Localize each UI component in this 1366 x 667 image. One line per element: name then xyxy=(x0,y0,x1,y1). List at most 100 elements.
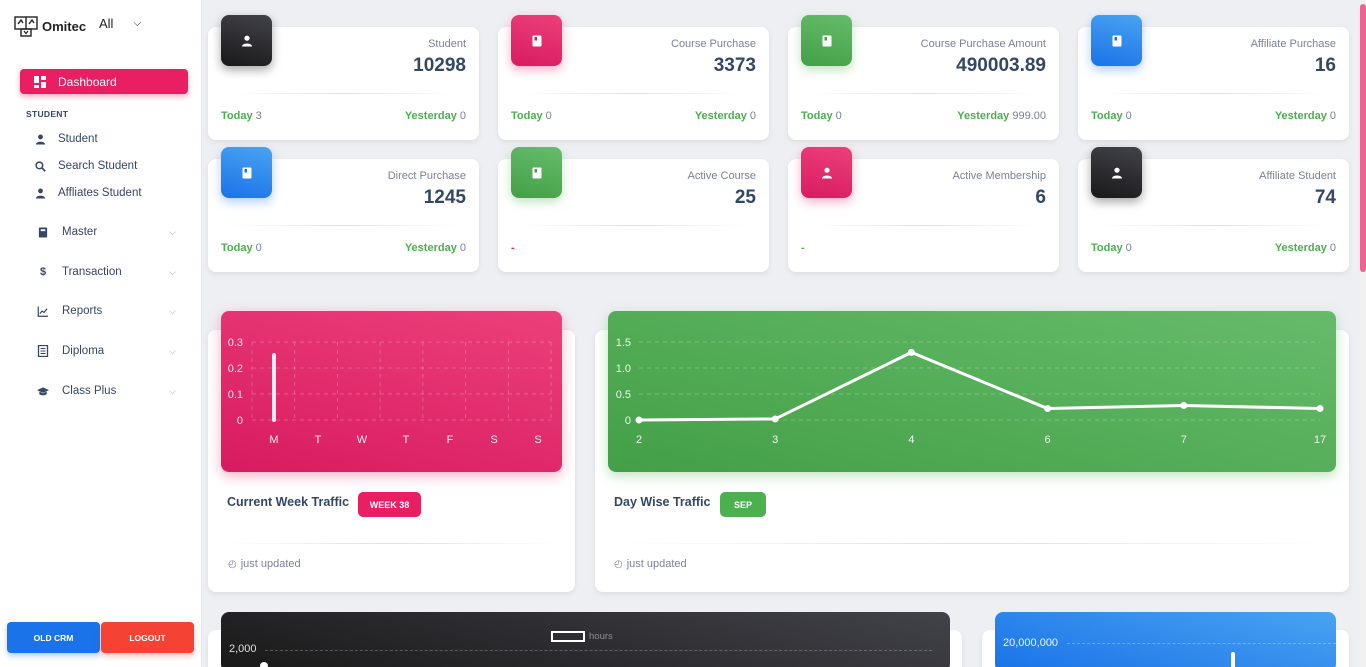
day-traffic-title: Day Wise Traffic xyxy=(614,495,711,509)
scrollbar[interactable] xyxy=(1360,0,1366,667)
graduation-cap-icon xyxy=(37,386,49,395)
sidebar-group-label: Reports xyxy=(62,305,103,317)
person-icon xyxy=(35,134,46,145)
stat-icon xyxy=(221,15,272,66)
day-traffic-chart-svg: 0 0.5 1.0 1.5 2 3 4 6 7 17 xyxy=(616,337,1326,446)
stat-yesterday-value: 0 xyxy=(1329,110,1336,122)
book-icon xyxy=(532,167,541,178)
y-tick-label: 1.5 xyxy=(616,337,631,349)
sidebar-group-reports[interactable]: Reports ⌵ xyxy=(36,305,176,317)
clock-icon: ◴ xyxy=(228,558,237,570)
divider xyxy=(518,225,749,226)
x-tick-label: 17 xyxy=(1314,434,1326,446)
week-traffic-title: Current Week Traffic xyxy=(227,495,350,509)
sidebar-group-diploma[interactable]: Diploma ⌵ xyxy=(36,345,176,357)
logout-button[interactable]: LOGOUT xyxy=(101,622,194,653)
y-tick-label: 0.5 xyxy=(616,389,631,401)
nav-dashboard[interactable]: Dashboard xyxy=(20,69,188,94)
y-tick-label: 1.0 xyxy=(616,363,631,375)
stat-today-label: Today xyxy=(801,110,833,122)
y-axis-top-label: 20,000,000 xyxy=(1003,637,1059,649)
stat-yesterday-value: 0 xyxy=(459,242,466,254)
stat-value: 3373 xyxy=(713,55,756,76)
stat-yesterday: Yesterday 0 xyxy=(1275,242,1336,254)
sidebar-group-master[interactable]: Master ⌵ xyxy=(36,226,176,238)
sidebar-item-label: Student xyxy=(58,133,98,145)
x-tick-label: M xyxy=(269,434,278,446)
stat-icon xyxy=(221,147,272,198)
stat-label: Affiliate Student xyxy=(1259,170,1336,182)
stat-value: 74 xyxy=(1314,187,1336,208)
stat-today: Today 0 xyxy=(1091,110,1132,122)
old-crm-button[interactable]: OLD CRM xyxy=(7,622,100,653)
stat-today: Today 3 xyxy=(221,110,262,122)
scrollbar-thumb[interactable] xyxy=(1360,4,1366,272)
book-icon xyxy=(1112,35,1121,46)
person-icon xyxy=(35,188,46,199)
section-title-student: STUDENT xyxy=(26,109,69,119)
gridline xyxy=(1067,643,1336,644)
day-badge: SEP xyxy=(720,492,766,517)
chevron-down-icon: ⌵ xyxy=(133,18,142,29)
week-traffic-chart-svg: 0 0.1 0.2 0.3 M T W T F S S xyxy=(228,337,552,446)
stat-label: Course Purchase xyxy=(671,38,756,50)
book-icon xyxy=(242,167,251,178)
y-tick-label: 0.2 xyxy=(228,363,243,375)
sidebar-group-transaction[interactable]: $ Transaction ⌵ xyxy=(36,266,176,278)
stat-label: Active Membership xyxy=(952,170,1046,182)
nav-dashboard-label: Dashboard xyxy=(58,74,117,89)
stat-value: 1245 xyxy=(423,187,466,208)
data-point xyxy=(771,415,779,423)
scope-select[interactable]: All ⌵ xyxy=(99,16,169,31)
updated-text: just updated xyxy=(240,558,301,570)
sidebar-item-student[interactable]: Student xyxy=(34,133,98,145)
sidebar-item-affliates-student[interactable]: Affliates Student xyxy=(34,187,142,199)
stat-dash: - xyxy=(801,242,805,254)
stat-yesterday: Yesterday 0 xyxy=(695,110,756,122)
stat-value: 16 xyxy=(1314,55,1336,76)
stat-today-label: Today xyxy=(221,110,253,122)
data-point xyxy=(1180,401,1188,409)
sidebar-item-search-student[interactable]: Search Student xyxy=(34,160,137,172)
stat-dash: - xyxy=(511,242,515,254)
stat-yesterday-label: Yesterday xyxy=(404,110,457,122)
data-point xyxy=(907,348,915,356)
dollar-icon: $ xyxy=(39,266,47,278)
y-tick-label: 0.1 xyxy=(228,389,243,401)
y-tick-label: 0.3 xyxy=(228,337,243,349)
stat-icon xyxy=(801,15,852,66)
divider xyxy=(228,225,459,226)
person-icon xyxy=(241,35,252,46)
chevron-down-icon: ⌵ xyxy=(169,266,176,277)
stat-today-value: 0 xyxy=(1125,242,1132,254)
y-axis-top-label: 2,000 xyxy=(229,643,257,655)
hours-chart: hours 2,000 xyxy=(221,612,950,667)
stat-card-active-course: Active Course 25 - xyxy=(498,147,769,272)
stat-today-value: 0 xyxy=(545,110,552,122)
stat-today-value: 3 xyxy=(255,110,262,122)
stat-yesterday: Yesterday 0 xyxy=(1275,110,1336,122)
sidebar-item-label: Search Student xyxy=(58,160,138,172)
x-tick-label: S xyxy=(534,434,541,446)
week-badge: WEEK 38 xyxy=(358,492,421,517)
y-tick-label: 0 xyxy=(625,415,631,427)
stat-today: Today 0 xyxy=(221,242,262,254)
stat-yesterday-label: Yesterday xyxy=(694,110,747,122)
stat-today: Today 0 xyxy=(511,110,552,122)
sidebar-group-label: Class Plus xyxy=(62,385,117,397)
stat-yesterday-value: 0 xyxy=(1329,242,1336,254)
sidebar: Omitec All ⌵ Dashboard STUDENT Student S… xyxy=(0,0,202,667)
stat-yesterday-label: Yesterday xyxy=(404,242,457,254)
x-tick-label: F xyxy=(447,434,454,446)
week-traffic-updated: ◴ just updated xyxy=(228,558,301,570)
search-icon xyxy=(35,160,46,172)
x-tick-label: 6 xyxy=(1045,434,1051,446)
sidebar-group-class-plus[interactable]: Class Plus ⌵ xyxy=(36,385,176,397)
stat-yesterday-value: 0 xyxy=(459,110,466,122)
x-tick-label: 7 xyxy=(1181,434,1187,446)
x-tick-label: 3 xyxy=(772,434,778,446)
data-point xyxy=(1044,405,1052,413)
stat-value: 6 xyxy=(1035,187,1046,208)
stat-today-label: Today xyxy=(511,110,543,122)
legend-swatch xyxy=(551,631,585,642)
